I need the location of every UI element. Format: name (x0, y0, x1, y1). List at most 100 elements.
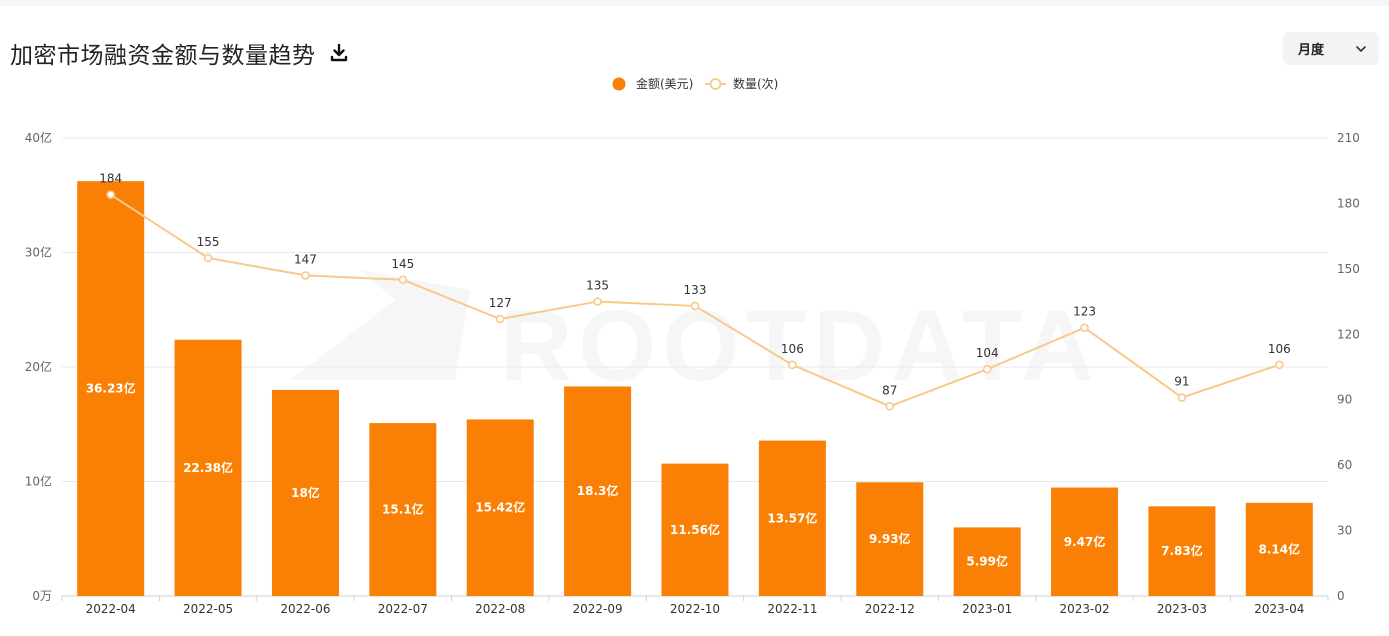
bar[interactable] (1148, 506, 1216, 596)
bar-value-label: 11.56亿 (670, 522, 720, 537)
left-axis-tick-label: 0万 (32, 589, 52, 603)
line-point[interactable] (1275, 360, 1284, 370)
line-point[interactable] (398, 275, 408, 285)
bar-value-label: 9.47亿 (1064, 534, 1106, 549)
x-axis-tick-label: 2023-03 (1157, 602, 1207, 616)
bar-value-label: 8.14亿 (1259, 541, 1301, 556)
legend-bar-label[interactable]: 金额(美元) (636, 76, 693, 91)
line-point-label: 184 (99, 172, 122, 186)
line-point[interactable] (1177, 393, 1187, 402)
left-axis-tick-label: 20亿 (25, 359, 52, 374)
bar-value-label: 18亿 (291, 485, 320, 500)
line-point-label: 155 (197, 235, 220, 249)
legend-line-marker[interactable] (709, 78, 722, 90)
line-point-label: 87 (882, 383, 897, 397)
bar-value-label: 5.99亿 (966, 554, 1008, 569)
x-axis-tick-label: 2022-07 (378, 602, 428, 616)
bar[interactable] (758, 440, 826, 596)
bar-value-label: 9.93亿 (869, 531, 911, 546)
line-point[interactable] (495, 314, 505, 324)
bar[interactable] (1245, 502, 1313, 596)
line-point-label: 91 (1174, 375, 1189, 389)
bar-value-label: 15.1亿 (382, 502, 424, 517)
x-axis-tick-label: 2023-04 (1254, 602, 1304, 616)
right-axis-tick-label: 120 (1337, 327, 1360, 341)
x-axis-tick-label: 2022-06 (280, 602, 330, 616)
x-axis-tick-label: 2023-02 (1059, 602, 1109, 616)
line-point[interactable] (788, 360, 797, 370)
bar[interactable] (1051, 487, 1119, 596)
top-border (0, 0, 1389, 6)
watermark-text: ROOTDATA (500, 290, 1100, 402)
right-axis-tick-label: 180 (1337, 196, 1360, 210)
bar[interactable] (564, 386, 632, 596)
bar-value-label: 18.3亿 (577, 483, 619, 498)
right-axis-tick-label: 150 (1337, 262, 1360, 276)
bar-value-label: 7.83亿 (1161, 543, 1203, 558)
bar[interactable] (77, 181, 145, 596)
x-axis: 2022-04 2022-05 2022-06 2022-07 2022-08 2022-… (61, 596, 1329, 616)
right-axis-tick-label: 60 (1337, 458, 1352, 472)
right-axis: 0 30 60 90 120 150 180 210 (1337, 131, 1360, 603)
line-point[interactable] (982, 364, 992, 374)
bar[interactable] (271, 389, 339, 596)
period-select[interactable]: 月度 (1283, 32, 1379, 65)
x-axis-tick-label: 2022-05 (183, 602, 233, 616)
bar[interactable] (953, 527, 1021, 596)
line-point-label: 127 (489, 296, 512, 310)
chevron-down-icon (1355, 43, 1367, 55)
legend-line-label[interactable]: 数量(次) (733, 76, 778, 91)
line-series: 184 155 147 145 127 135 133 106 87 104 123 91 106 (99, 172, 1291, 411)
left-axis-tick-label: 40亿 (25, 130, 52, 145)
left-axis: 0万 10亿 20亿 30亿 40亿 (25, 130, 52, 603)
download-icon[interactable] (328, 42, 350, 64)
line-point[interactable] (690, 301, 700, 311)
right-axis-tick-label: 30 (1337, 524, 1352, 538)
right-axis-tick-label: 0 (1337, 589, 1345, 603)
line-point-label: 145 (391, 257, 414, 271)
x-axis-tick-label: 2022-09 (573, 602, 623, 616)
line-point-label: 106 (1268, 342, 1291, 356)
bar-value-label: 15.42亿 (475, 500, 525, 515)
line-point-label: 104 (976, 346, 999, 360)
bar-value-label: 13.57亿 (767, 510, 817, 525)
bar[interactable] (661, 463, 729, 596)
bar-value-label: 36.23亿 (86, 381, 136, 396)
x-axis-tick-label: 2022-10 (670, 602, 720, 616)
watermark-logo (290, 270, 470, 380)
x-axis-tick-label: 2022-11 (767, 602, 817, 616)
line-point-label: 135 (586, 279, 609, 293)
left-axis-tick-label: 30亿 (25, 245, 52, 260)
legend: 金额(美元) 数量(次) (612, 76, 778, 91)
line-point-label: 106 (781, 342, 804, 356)
chart-header: 加密市场融资金额与数量趋势 (10, 36, 350, 70)
line-point-label: 133 (684, 283, 707, 297)
x-axis-tick-label: 2022-12 (865, 602, 915, 616)
x-axis-tick-label: 2022-08 (475, 602, 525, 616)
bar[interactable] (856, 482, 924, 596)
line-point-label: 123 (1073, 305, 1096, 319)
line-point-label: 147 (294, 252, 317, 266)
line-point[interactable] (885, 401, 895, 411)
bar[interactable] (466, 419, 534, 596)
line-point[interactable] (301, 271, 310, 280)
legend-bar-swatch[interactable] (612, 77, 626, 91)
bar[interactable] (174, 339, 242, 596)
left-axis-tick-label: 10亿 (25, 474, 52, 489)
bar-series (77, 181, 1313, 596)
bar-labels: 36.23亿 22.38亿 18亿 15.1亿 15.42亿 18.3亿 11.56亿 13.… (86, 381, 1300, 569)
x-axis-tick-label: 2023-01 (962, 602, 1012, 616)
page-title: 加密市场融资金额与数量趋势 (10, 43, 316, 69)
bar-value-label: 22.38亿 (183, 460, 233, 475)
period-select-value: 月度 (1298, 43, 1325, 58)
bar[interactable] (369, 423, 437, 596)
x-axis-tick-label: 2022-04 (86, 602, 136, 616)
watermark: ROOTDATA (290, 270, 1100, 402)
line-point[interactable] (106, 190, 115, 200)
line-point[interactable] (1080, 323, 1089, 333)
right-axis-tick-label: 210 (1337, 131, 1360, 145)
line-point[interactable] (593, 297, 602, 306)
right-axis-tick-label: 90 (1337, 393, 1352, 407)
line-point[interactable] (203, 253, 213, 263)
